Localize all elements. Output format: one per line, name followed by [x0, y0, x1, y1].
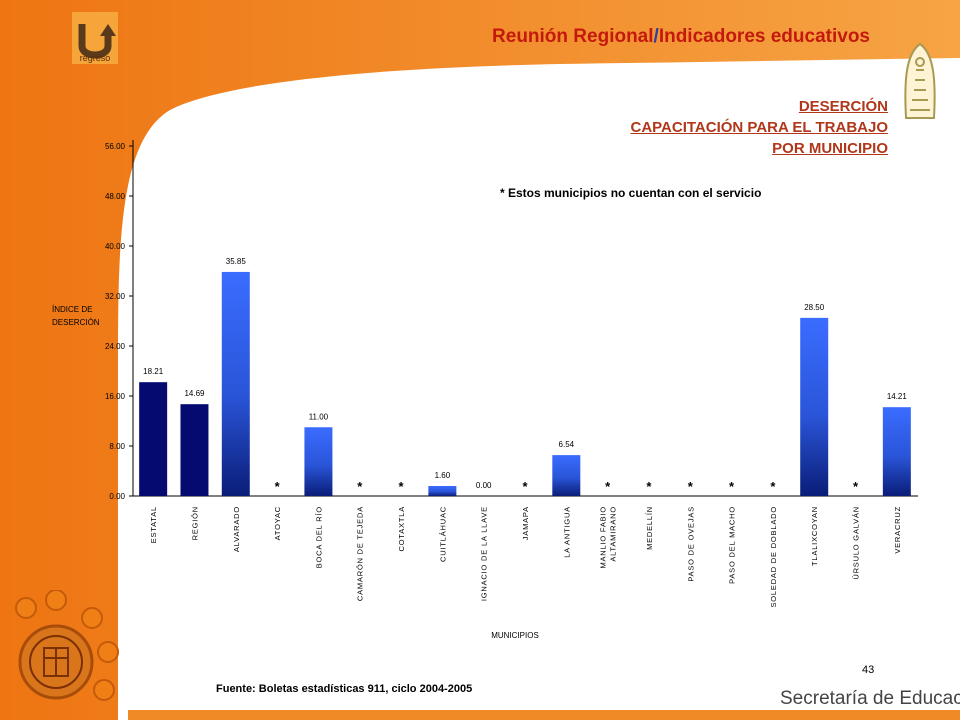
title-part2: Indicadores educativos: [658, 26, 870, 47]
category-label: SOLEDAD DE DOBLADO: [769, 506, 778, 608]
category-label: PASO DE OVEJAS: [686, 506, 695, 582]
page-title: Reunión Regional/Indicadores educativos: [430, 26, 870, 48]
category-label: CUITLÁHUAC: [438, 506, 447, 562]
x-axis-label: MUNICIPIOS: [491, 631, 539, 640]
y-tick-label: 16.00: [105, 392, 126, 401]
chart-subtitle: DESERCIÓN CAPACITACIÓN PARA EL TRABAJO P…: [630, 96, 888, 159]
bar: [428, 486, 457, 496]
subtitle-line3: POR MUNICIPIO: [772, 140, 888, 157]
y-tick-label: 24.00: [105, 342, 126, 351]
y-tick-label: 32.00: [105, 292, 126, 301]
no-service-marker: *: [357, 479, 363, 494]
data-label: 14.69: [184, 389, 205, 398]
category-label: MEDELLÍN: [645, 506, 654, 550]
no-service-marker: *: [275, 479, 281, 494]
no-service-marker: *: [605, 479, 611, 494]
category-label: COTAXTLA: [397, 506, 406, 551]
y-tick-label: 40.00: [105, 242, 126, 251]
bar: [221, 271, 250, 496]
u-turn-arrow-icon: [72, 12, 118, 64]
y-tick-label: 56.00: [105, 142, 126, 151]
category-label: LA ANTIGUA: [562, 506, 571, 558]
bar: [800, 317, 829, 496]
footer-brand: Secretaría de Educación: [780, 688, 960, 709]
category-label: IGNACIO DE LA LLAVE: [480, 506, 489, 601]
category-label: BOCA DEL RÍO: [314, 506, 323, 568]
bar: [304, 427, 333, 496]
no-service-marker: *: [770, 479, 776, 494]
category-label: ALTAMIRANO: [609, 506, 618, 562]
data-label: 1.60: [435, 471, 451, 480]
subtitle-line1: DESERCIÓN: [798, 98, 888, 115]
logo-label: regreso: [79, 53, 111, 63]
category-label: ALVARADO: [232, 506, 241, 552]
no-service-marker: *: [688, 479, 694, 494]
y-tick-label: 0.00: [109, 492, 125, 501]
y-axis-label: DESERCIÓN: [52, 318, 100, 327]
data-label: 28.50: [804, 303, 825, 312]
data-label: 0.00: [476, 481, 492, 490]
no-service-marker: *: [729, 479, 735, 494]
data-label: 11.00: [309, 412, 329, 421]
data-label: 35.85: [226, 257, 247, 266]
category-label: REGIÓN: [190, 506, 199, 540]
data-label: 18.21: [143, 367, 164, 376]
state-emblem-icon: [904, 42, 936, 119]
title-separator: /: [653, 26, 659, 47]
no-service-marker: *: [646, 479, 652, 494]
data-label: 14.21: [887, 392, 908, 401]
category-label: PASO DEL MACHO: [728, 506, 737, 584]
bar: [552, 455, 581, 496]
no-service-marker: *: [522, 479, 528, 494]
category-label: ESTATAL: [149, 506, 158, 543]
bar: [882, 407, 911, 496]
no-service-marker: *: [399, 479, 405, 494]
category-label: CAMARÓN DE TEJEDA: [356, 506, 365, 601]
title-part1: Reunión Regional: [492, 26, 654, 47]
no-service-marker: *: [853, 479, 859, 494]
y-tick-label: 48.00: [105, 192, 126, 201]
no-service-note: * Estos municipios no cuentan con el ser…: [500, 186, 762, 200]
subtitle-line2: CAPACITACIÓN PARA EL TRABAJO: [630, 119, 888, 136]
category-label: MANLIO FABIO: [599, 506, 608, 569]
y-tick-label: 8.00: [109, 442, 125, 451]
category-label: JAMAPA: [521, 506, 530, 540]
regreso-logo[interactable]: [72, 12, 118, 64]
category-label: VERACRUZ: [893, 506, 902, 554]
page-number: 43: [862, 664, 875, 676]
category-label: ATOYAC: [273, 506, 282, 540]
category-label: TLALIXCOYAN: [810, 506, 819, 566]
category-label: ÚRSULO GALVÁN: [852, 506, 861, 580]
data-label: 6.54: [559, 440, 575, 449]
bar: [180, 404, 209, 496]
y-axis-label: ÍNDICE DE: [52, 305, 92, 314]
bar: [139, 382, 168, 496]
data-source: Fuente: Boletas estadísticas 911, ciclo …: [216, 683, 473, 695]
institution-seal-icon: [15, 590, 119, 701]
